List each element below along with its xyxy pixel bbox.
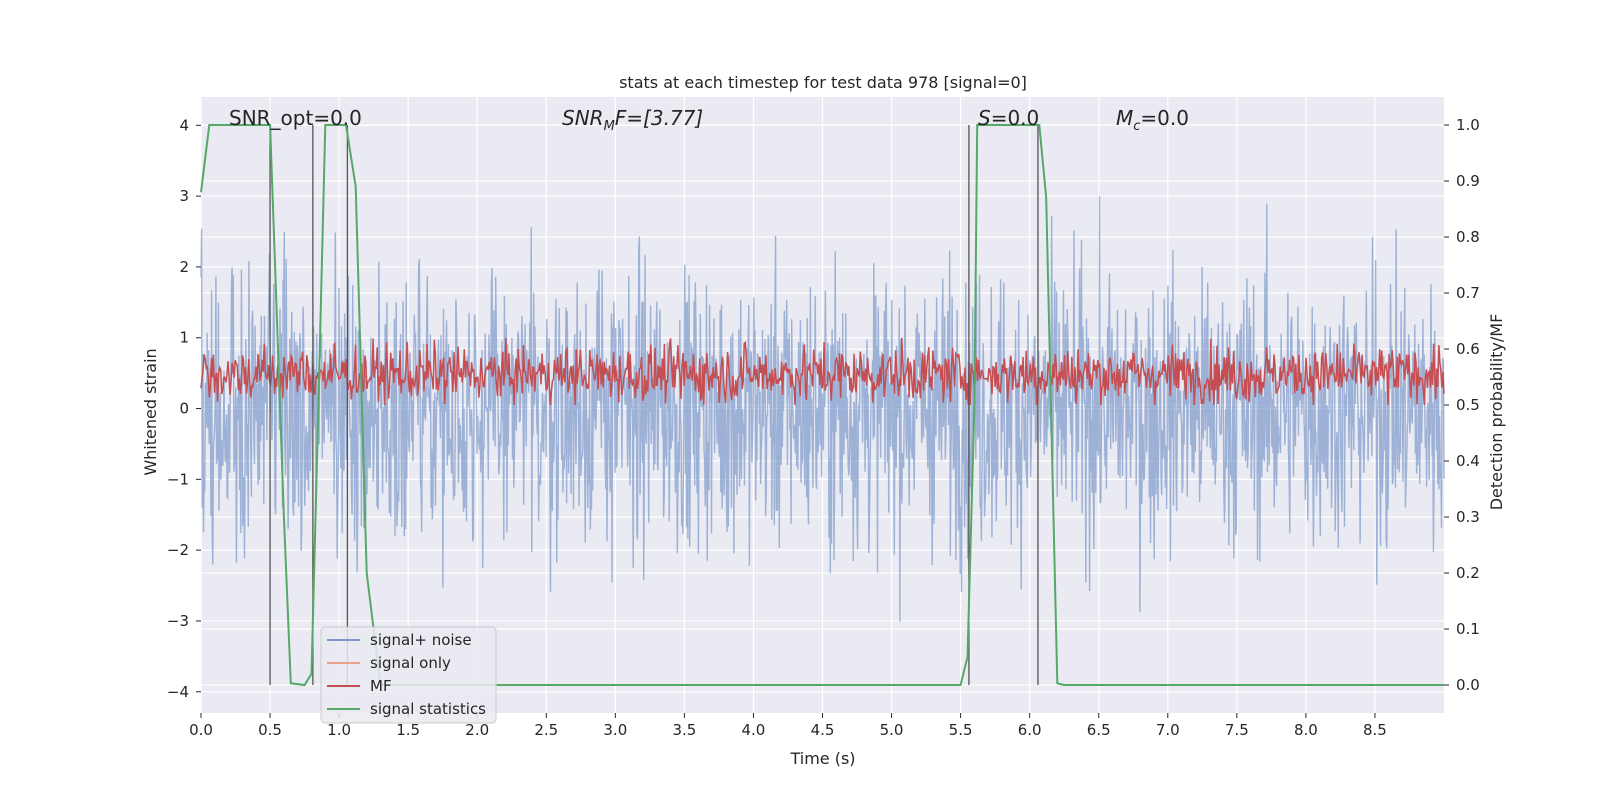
y-tick-label: −2: [167, 541, 189, 559]
legend-label-signal-statistics: signal statistics: [370, 700, 486, 718]
noise-trace: [200, 196, 1445, 622]
annotation-snr-mf-sub: M: [604, 119, 615, 134]
y-tick-label: 1: [179, 329, 189, 347]
series-mf: [200, 337, 1445, 406]
annotation-s-main: S: [978, 106, 991, 130]
y-tick-label: −1: [167, 470, 189, 488]
y-axis-ticks-right: 0.0 0.1 0.2 0.3 0.4 0.5 0.6 0.7 0.8 0.9 1.0: [1444, 116, 1480, 694]
x-tick-label: 2.5: [534, 721, 558, 739]
x-tick-label: 1.0: [327, 721, 351, 739]
y-tick-label: −3: [167, 612, 189, 630]
x-tick-label: 8.0: [1294, 721, 1318, 739]
annotation-snr-mf-main: SNR: [562, 106, 604, 130]
legend-label-mf: MF: [370, 677, 392, 695]
legend-label-signal-noise: signal+ noise: [370, 631, 472, 649]
y-tick-label: 4: [179, 116, 189, 134]
x-tick-label: 6.5: [1087, 721, 1111, 739]
y-right-tick-label: 0.6: [1456, 340, 1480, 358]
y-tick-label: 2: [179, 258, 189, 276]
y-tick-label: −4: [167, 683, 189, 701]
y-right-tick-label: 0.3: [1456, 508, 1480, 526]
y-right-tick-label: 0.9: [1456, 172, 1480, 190]
x-tick-label: 7.5: [1225, 721, 1249, 739]
annotation-mc-sub: c: [1133, 119, 1140, 134]
y-right-tick-label: 0.8: [1456, 228, 1480, 246]
chart-title: stats at each timestep for test data 978…: [619, 73, 1027, 92]
y-axis-label: Whitened strain: [141, 348, 160, 475]
signal-statistics-line: [200, 124, 1444, 687]
series-signal-noise: [200, 196, 1445, 622]
x-tick-label: 1.5: [396, 721, 420, 739]
annotation-mc-main: M: [1116, 106, 1133, 130]
x-tick-label: 3.5: [672, 721, 696, 739]
x-tick-label: 0.5: [258, 721, 282, 739]
x-tick-label: 8.5: [1363, 721, 1387, 739]
annotation-snr-opt: SNR_opt=0.0: [229, 106, 362, 130]
y-right-tick-label: 0.0: [1456, 676, 1480, 694]
x-tick-label: 7.0: [1156, 721, 1180, 739]
x-tick-label: 5.0: [880, 721, 904, 739]
series-signal-statistics: [200, 124, 1444, 687]
x-tick-label: 5.5: [949, 721, 973, 739]
annotation-s: S=0.0: [978, 106, 1039, 130]
x-tick-label: 4.0: [742, 721, 766, 739]
annotation-snr-mf: SNRMF=[3.77]: [562, 106, 703, 134]
annotation-s-rest: =0.0: [991, 106, 1040, 130]
y-right-tick-label: 0.1: [1456, 620, 1480, 638]
y-right-tick-label: 1.0: [1456, 116, 1480, 134]
y-right-tick-label: 0.7: [1456, 284, 1480, 302]
x-tick-label: 2.0: [465, 721, 489, 739]
y-axis-label-right: Detection probability/MF: [1487, 314, 1506, 511]
legend: signal+ noise signal only MF signal stat…: [320, 626, 497, 724]
x-tick-label: 3.0: [603, 721, 627, 739]
annotation-mc: Mc=0.0: [1116, 106, 1189, 134]
mf-trace: [200, 337, 1445, 406]
legend-label-signal-only: signal only: [370, 654, 451, 672]
x-axis-ticks: 0.0 0.5 1.0 1.5 2.0 2.5 3.0 3.5 4.0 4.5 5.0 5.5 6.0 6…: [189, 713, 1387, 739]
x-tick-label: 4.5: [811, 721, 835, 739]
annotation-mc-rest: =0.0: [1140, 106, 1189, 130]
y-right-tick-label: 0.2: [1456, 564, 1480, 582]
x-tick-label: 0.0: [189, 721, 213, 739]
y-tick-label: 0: [179, 400, 189, 418]
y-right-tick-label: 0.4: [1456, 452, 1480, 470]
x-axis-label: Time (s): [789, 749, 855, 768]
y-right-tick-label: 0.5: [1456, 396, 1480, 414]
annotation-snr-mf-rest: F=[3.77]: [615, 106, 703, 130]
y-tick-label: 3: [179, 187, 189, 205]
x-tick-label: 6.0: [1018, 721, 1042, 739]
legend-box: [320, 626, 497, 724]
y-axis-ticks-left: −4 −3 −2 −1 0 1 2 3 4: [167, 116, 201, 701]
